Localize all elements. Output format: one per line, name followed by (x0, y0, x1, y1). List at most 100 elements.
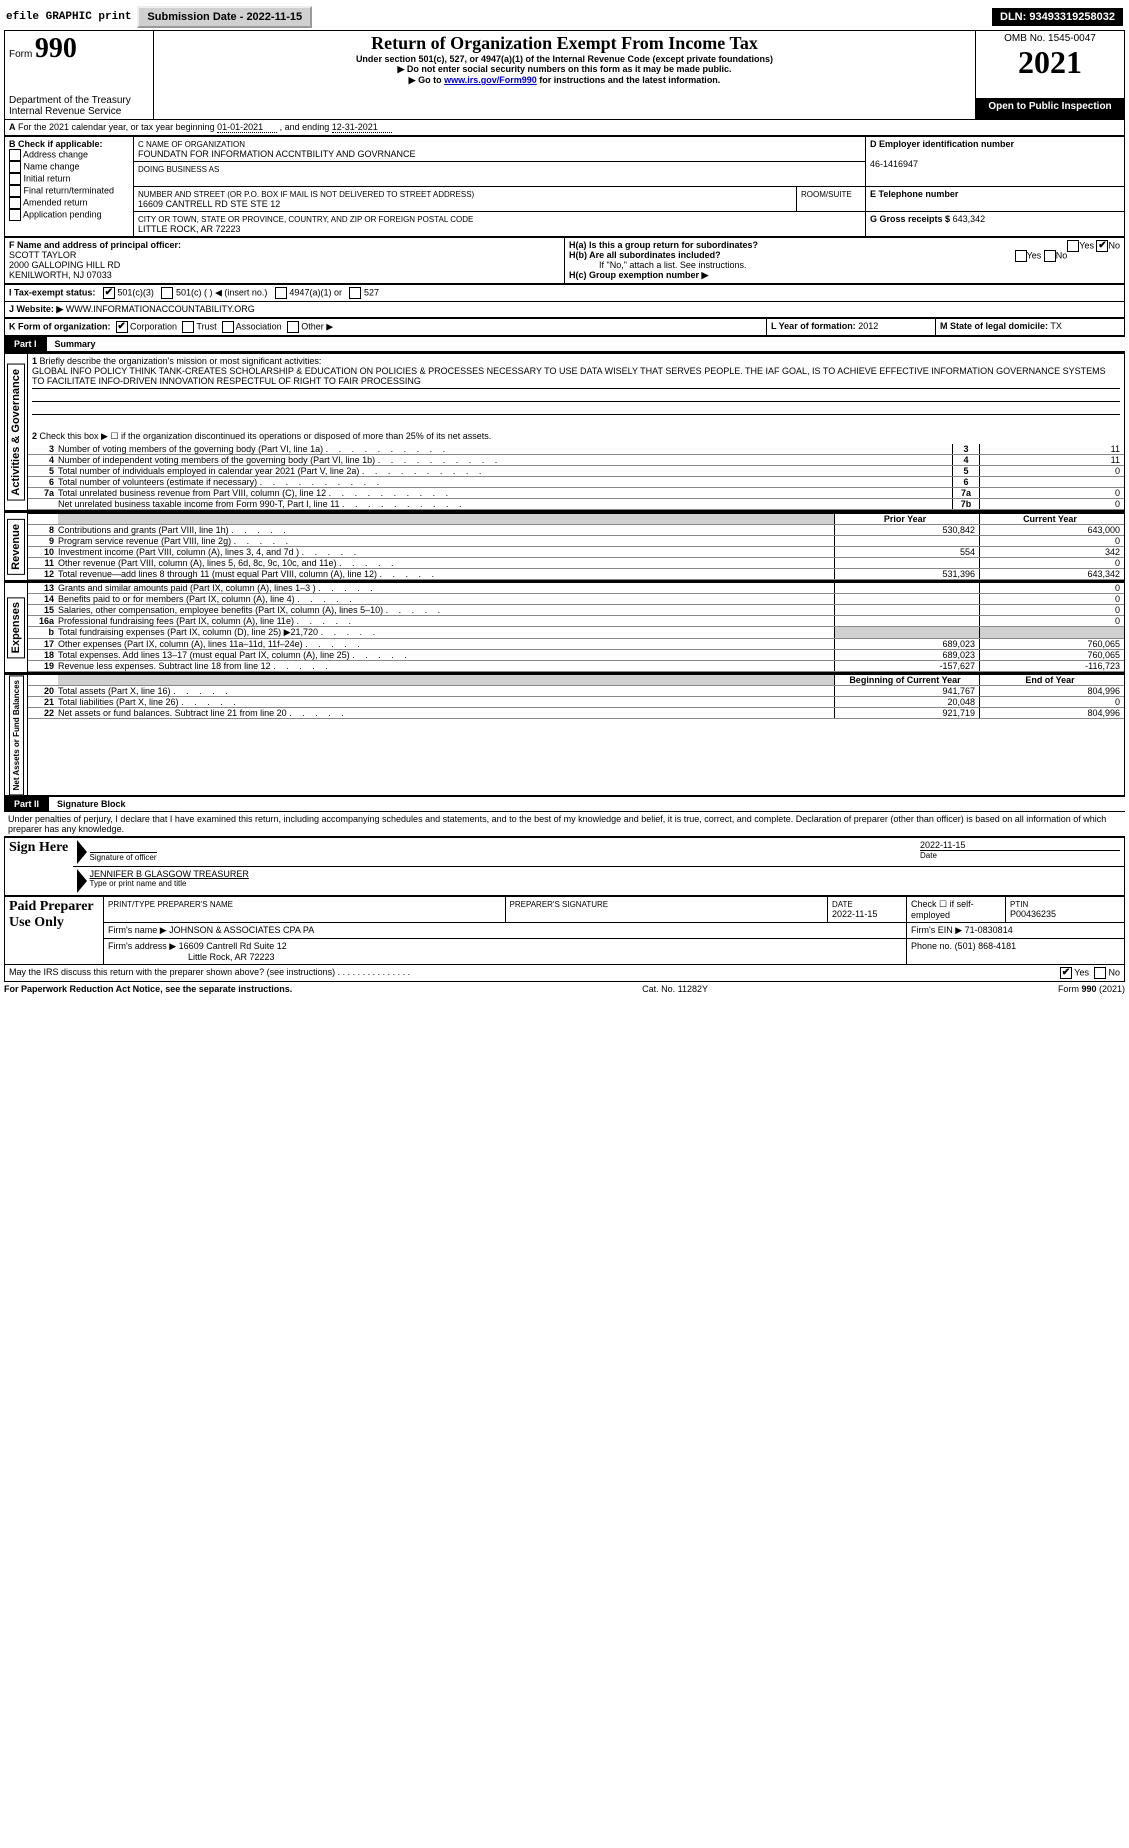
line-value: 0 (979, 466, 1124, 476)
declaration-text: Under penalties of perjury, I declare th… (4, 812, 1125, 837)
box-c-label: C Name of organization (138, 140, 245, 149)
checkbox-application-pending[interactable] (9, 209, 21, 221)
financial-row: 21Total liabilities (Part X, line 26) . … (28, 697, 1124, 708)
header-begin-year: Beginning of Current Year (834, 675, 979, 685)
financial-row: 8Contributions and grants (Part VIII, li… (28, 525, 1124, 536)
cb-corp[interactable] (116, 321, 128, 333)
firm-addr1: 16609 Cantrell Rd Suite 12 (179, 941, 287, 951)
form-subtitle: Under section 501(c), 527, or 4947(a)(1)… (158, 54, 971, 64)
cb-527[interactable] (349, 287, 361, 299)
open-public-badge: Open to Public Inspection (976, 99, 1125, 120)
box-d-label: D Employer identification number (870, 139, 1014, 149)
prior-value (834, 616, 979, 626)
may-irs-no[interactable] (1094, 967, 1106, 979)
dln-label: DLN: 93493319258032 (992, 8, 1123, 26)
line-value (979, 477, 1124, 487)
curr-value: -116,723 (979, 661, 1124, 671)
dept-label: Department of the Treasury (9, 95, 149, 106)
financial-row: 18Total expenses. Add lines 13–17 (must … (28, 650, 1124, 661)
part1-header: Part I Summary (4, 336, 1125, 352)
may-irs-label: May the IRS discuss this return with the… (9, 967, 335, 979)
box-i-label: I Tax-exempt status: (9, 287, 95, 297)
line-value: 0 (979, 499, 1124, 509)
prior-value: 554 (834, 547, 979, 557)
footer: For Paperwork Reduction Act Notice, see … (4, 982, 1125, 996)
form-header: Form 990 Department of the Treasury Inte… (4, 30, 1125, 120)
irs-link[interactable]: www.irs.gov/Form990 (444, 75, 537, 85)
cb-501c3[interactable] (103, 287, 115, 299)
line-box: 6 (952, 477, 979, 487)
q1-label: Briefly describe the organization's miss… (40, 356, 322, 366)
header-prior-year: Prior Year (834, 514, 979, 524)
expenses-section: Expenses 13Grants and similar amounts pa… (4, 581, 1125, 673)
prior-value (834, 594, 979, 604)
omb-label: OMB No. 1545-0047 (980, 33, 1120, 44)
gov-row: 4Number of independent voting members of… (28, 455, 1124, 466)
financial-row: 22Net assets or fund balances. Subtract … (28, 708, 1124, 719)
form-org-block: K Form of organization: Corporation Trus… (4, 318, 1125, 336)
sig-date: 2022-11-15 (920, 840, 965, 850)
financial-row: 15Salaries, other compensation, employee… (28, 605, 1124, 616)
gov-row: Net unrelated business taxable income fr… (28, 499, 1124, 510)
checkbox-final-return[interactable] (9, 185, 21, 197)
state-domicile: TX (1050, 321, 1062, 331)
preparer-name-label: Print/Type preparer's name (108, 900, 233, 909)
org-name: FOUNDATN FOR INFORMATION ACCNTBILITY AND… (138, 149, 416, 159)
box-f-label: F Name and address of principal officer: (9, 240, 181, 250)
form-prefix: Form (9, 49, 32, 60)
website-url: WWW.INFORMATIONACCOUNTABILITY.ORG (66, 304, 255, 314)
financial-row: bTotal fundraising expenses (Part IX, co… (28, 627, 1124, 639)
efile-label: efile GRAPHIC print (6, 11, 131, 23)
prior-value (834, 558, 979, 568)
hb-yes[interactable] (1015, 250, 1027, 262)
form-number: 990 (35, 33, 77, 64)
hb-no[interactable] (1044, 250, 1056, 262)
curr-value: 0 (979, 697, 1124, 707)
ha-yes[interactable] (1067, 240, 1079, 252)
officer-typed-name: JENNIFER B GLASGOW TREASURER (90, 869, 249, 879)
curr-value: 804,996 (979, 686, 1124, 696)
financial-row: 20Total assets (Part X, line 16) . . . .… (28, 686, 1124, 697)
financial-row: 9Program service revenue (Part VIII, lin… (28, 536, 1124, 547)
prior-value: -157,627 (834, 661, 979, 671)
top-bar: efile GRAPHIC print Submission Date - 20… (4, 4, 1125, 30)
activities-governance-section: Activities & Governance 1 Briefly descri… (4, 352, 1125, 511)
box-l-label: L Year of formation: (771, 321, 856, 331)
cb-4947[interactable] (275, 287, 287, 299)
financial-row: 12Total revenue—add lines 8 through 11 (… (28, 569, 1124, 580)
financial-row: 17Other expenses (Part IX, column (A), l… (28, 639, 1124, 650)
h-a-label: H(a) Is this a group return for subordin… (569, 240, 758, 250)
checkbox-address-change[interactable] (9, 149, 21, 161)
submission-date-button[interactable]: Submission Date - 2022-11-15 (137, 6, 312, 28)
q2-label: Check this box ▶ ☐ if the organization d… (40, 431, 492, 441)
cb-trust[interactable] (182, 321, 194, 333)
checkbox-amended[interactable] (9, 197, 21, 209)
cb-501c[interactable] (161, 287, 173, 299)
ein-value: 46-1416947 (870, 159, 918, 169)
ha-no[interactable] (1096, 240, 1108, 252)
line-box: 4 (952, 455, 979, 465)
curr-value: 0 (979, 558, 1124, 568)
checkbox-initial-return[interactable] (9, 173, 21, 185)
tax-year: 2021 (980, 44, 1120, 81)
side-label-rev: Revenue (7, 519, 25, 575)
arrow-icon (77, 869, 87, 893)
curr-value: 0 (979, 616, 1124, 626)
net-assets-section: Net Assets or Fund Balances Beginning of… (4, 673, 1125, 796)
prior-value: 941,767 (834, 686, 979, 696)
curr-value: 643,342 (979, 569, 1124, 579)
financial-row: 19Revenue less expenses. Subtract line 1… (28, 661, 1124, 672)
status-block: I Tax-exempt status: 501(c)(3) 501(c) ( … (4, 284, 1125, 318)
checkbox-name-change[interactable] (9, 161, 21, 173)
sign-here-label: Sign Here (9, 840, 69, 856)
curr-value: 804,996 (979, 708, 1124, 718)
may-irs-yes[interactable] (1060, 967, 1072, 979)
curr-value: 0 (979, 583, 1124, 593)
line-value: 0 (979, 488, 1124, 498)
box-e-label: E Telephone number (870, 189, 958, 199)
financial-row: 10Investment income (Part VIII, column (… (28, 547, 1124, 558)
cb-assoc[interactable] (222, 321, 234, 333)
curr-value (979, 627, 1124, 638)
cb-other[interactable] (287, 321, 299, 333)
line-box: 7a (952, 488, 979, 498)
